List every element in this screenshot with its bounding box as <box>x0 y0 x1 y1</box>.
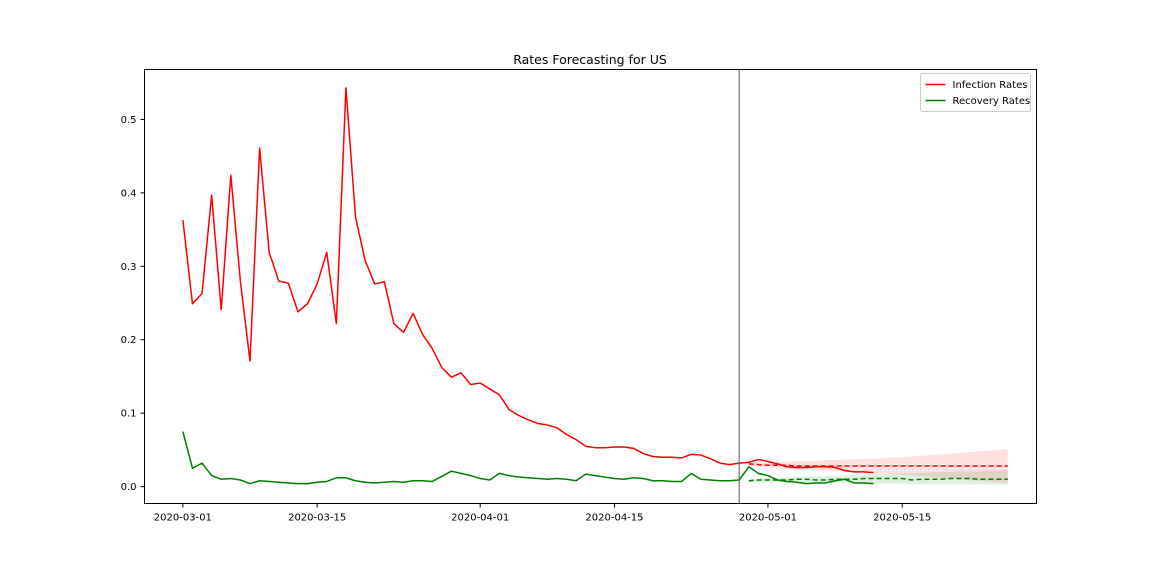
y-tick-label: 0.4 <box>121 188 137 199</box>
x-tick-label: 2020-03-01 <box>154 513 212 524</box>
y-tick-label: 0.0 <box>121 482 137 493</box>
infection-rates-line <box>182 87 874 474</box>
legend-box <box>920 73 1031 112</box>
y-tick-label: 0.3 <box>121 262 137 273</box>
x-tick-label: 2020-04-15 <box>585 513 643 524</box>
recovery-rates-line <box>182 431 874 485</box>
infection-rates-forecast-line <box>748 463 1008 467</box>
recovery-rates-legend-label: Recovery Rates <box>953 96 1031 107</box>
plot-area-frame <box>144 69 1037 504</box>
recovery-rates-forecast-line <box>748 477 1008 482</box>
chart-title: Rates Forecasting for US <box>513 52 667 67</box>
x-tick-label: 2020-05-01 <box>739 513 797 524</box>
recovery-rates-confidence-band <box>748 469 1008 486</box>
x-tick-label: 2020-03-15 <box>288 513 346 524</box>
legend: Infection Rates Recovery Rates <box>920 73 1031 112</box>
x-tick-label: 2020-04-01 <box>451 513 509 524</box>
y-tick-label: 0.1 <box>121 409 137 420</box>
x-tick-label: 2020-05-15 <box>873 513 931 524</box>
infection-rates-legend-label: Infection Rates <box>953 80 1028 91</box>
y-tick-label: 0.2 <box>121 335 137 346</box>
y-tick-label: 0.5 <box>121 115 137 126</box>
